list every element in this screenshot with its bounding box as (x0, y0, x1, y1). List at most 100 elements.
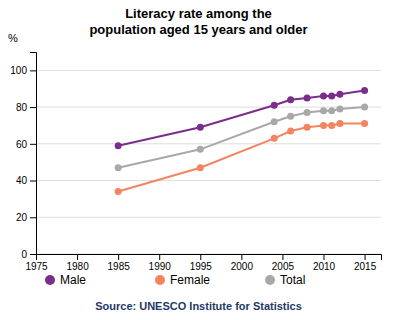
y-tick-label: 20 (16, 212, 28, 223)
x-tick: 1985 (108, 254, 131, 272)
legend: Male Female Total (45, 273, 305, 287)
x-tick: 2015 (354, 254, 377, 272)
chart-title: Literacy rate among thepopulation aged 1… (89, 6, 307, 37)
point-marker (287, 113, 294, 120)
x-tick-mark (200, 254, 201, 260)
point-marker (361, 104, 368, 111)
legend-item: Female (155, 273, 210, 287)
y-tick: 0 (21, 249, 36, 260)
point-marker (328, 122, 335, 129)
point-marker (115, 142, 122, 149)
point-marker (304, 124, 311, 131)
x-tick: 2010 (313, 254, 336, 272)
x-tick: 1980 (66, 254, 89, 272)
y-tick-label: 100 (10, 65, 27, 76)
x-tick-mark (282, 254, 283, 260)
grid-line (36, 70, 381, 71)
point-marker (271, 118, 278, 125)
x-tick-label: 1980 (66, 261, 89, 272)
point-marker (197, 164, 204, 171)
x-tick-mark (241, 254, 242, 260)
y-tick-mark (30, 70, 36, 71)
legend-label: Total (280, 273, 305, 287)
point-marker (336, 105, 343, 112)
point-marker (328, 107, 335, 114)
point-marker (271, 135, 278, 142)
legend-item: Male (45, 273, 86, 287)
legend-swatch (45, 275, 55, 285)
series-markers (115, 87, 368, 149)
x-tick-mark (118, 254, 119, 260)
point-marker (320, 107, 327, 114)
y-tick: 100 (10, 65, 36, 76)
y-axis: 0 20 40 60 80 100 (10, 53, 36, 260)
y-tick-mark (30, 144, 36, 145)
point-marker (328, 93, 335, 100)
y-tick-label: 40 (16, 175, 28, 186)
y-tick-mark (30, 181, 36, 182)
grid-line (36, 143, 381, 144)
point-marker (197, 146, 204, 153)
point-marker (197, 124, 204, 131)
series-line (118, 91, 364, 146)
legend-item: Total (265, 273, 305, 287)
point-marker (336, 120, 343, 127)
plot-area (115, 87, 368, 195)
point-marker (115, 164, 122, 171)
point-marker (361, 120, 368, 127)
series-line (118, 107, 364, 168)
x-tick-label: 1990 (149, 261, 172, 272)
point-marker (304, 94, 311, 101)
x-tick: 2005 (272, 254, 295, 272)
x-tick-mark (77, 254, 78, 260)
point-marker (304, 109, 311, 116)
point-marker (287, 96, 294, 103)
x-tick-label: 2015 (354, 261, 377, 272)
point-marker (320, 93, 327, 100)
series-markers (115, 104, 368, 172)
x-tick-label: 1985 (108, 261, 131, 272)
point-marker (287, 127, 294, 134)
grid-line (36, 180, 381, 181)
legend-swatch (155, 275, 165, 285)
y-tick: 40 (16, 175, 36, 186)
legend-label: Male (60, 273, 86, 287)
y-tick-label: 0 (21, 249, 27, 260)
x-axis-line (37, 255, 382, 261)
x-tick: 1995 (190, 254, 213, 272)
point-marker (336, 91, 343, 98)
x-tick-mark (324, 254, 325, 260)
y-tick-label: 60 (16, 139, 28, 150)
point-marker (361, 87, 368, 94)
y-tick: 20 (16, 212, 36, 223)
y-tick-mark (30, 217, 36, 218)
source-note: Source: UNESCO Institute for Statistics (95, 300, 302, 312)
grid-line (36, 107, 381, 108)
x-tick-label: 1975 (25, 261, 48, 272)
point-marker (271, 102, 278, 109)
y-tick-label: 80 (16, 102, 28, 113)
x-tick-mark (159, 254, 160, 260)
legend-label: Female (170, 273, 210, 287)
x-axis: 1975 1980 1985 1990 1995 2000 2005 2010 2015 (25, 254, 381, 272)
x-tick-label: 1995 (190, 261, 213, 272)
x-tick-label: 2005 (272, 261, 295, 272)
series-markers (115, 120, 368, 195)
y-tick-mark (30, 254, 36, 255)
grid (36, 70, 381, 254)
point-marker (320, 122, 327, 129)
x-tick-mark (365, 254, 366, 260)
x-tick: 2000 (231, 254, 254, 272)
y-tick: 80 (16, 102, 36, 113)
y-axis-line (30, 53, 37, 255)
x-tick: 1990 (149, 254, 172, 272)
y-axis-label: % (8, 32, 18, 44)
x-tick: 1975 (25, 254, 48, 272)
y-tick-mark (30, 107, 36, 108)
x-tick-label: 2000 (231, 261, 254, 272)
grid-line (36, 217, 381, 218)
legend-swatch (265, 275, 275, 285)
point-marker (115, 188, 122, 195)
y-tick: 60 (16, 139, 36, 150)
x-tick-label: 2010 (313, 261, 336, 272)
